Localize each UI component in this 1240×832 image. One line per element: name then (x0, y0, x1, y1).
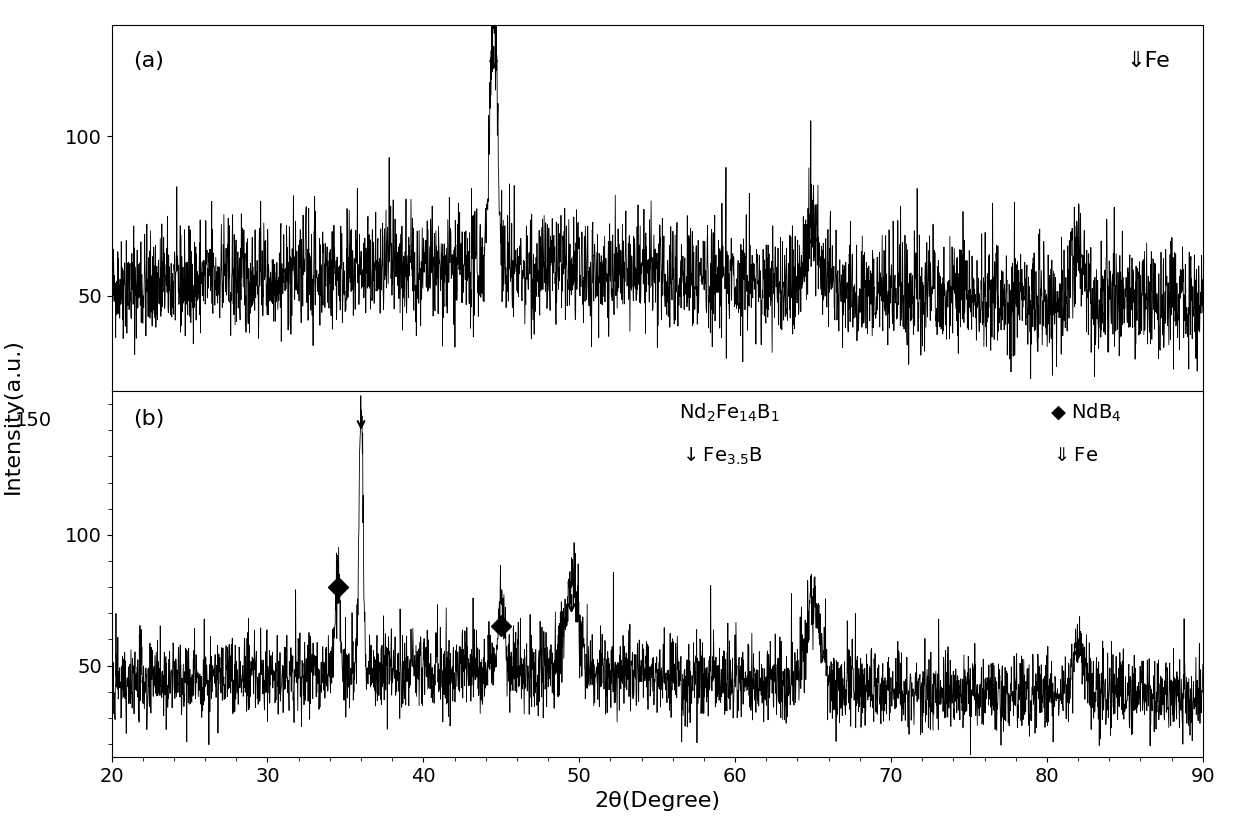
Text: Intensity(a.u.): Intensity(a.u.) (2, 338, 22, 494)
X-axis label: 2θ(Degree): 2θ(Degree) (594, 791, 720, 811)
Text: $\downarrow$Fe$_{3.5}$B: $\downarrow$Fe$_{3.5}$B (680, 446, 763, 468)
Text: $\Downarrow$Fe: $\Downarrow$Fe (1050, 446, 1099, 465)
Text: 150: 150 (15, 411, 52, 430)
Text: (b): (b) (134, 409, 165, 429)
Text: (a): (a) (134, 51, 164, 71)
Text: $◆$ NdB$_4$: $◆$ NdB$_4$ (1050, 402, 1122, 424)
Text: Nd$_2$Fe$_{14}$B$_1$: Nd$_2$Fe$_{14}$B$_1$ (680, 402, 780, 424)
Text: ⇓Fe: ⇓Fe (1126, 51, 1171, 71)
